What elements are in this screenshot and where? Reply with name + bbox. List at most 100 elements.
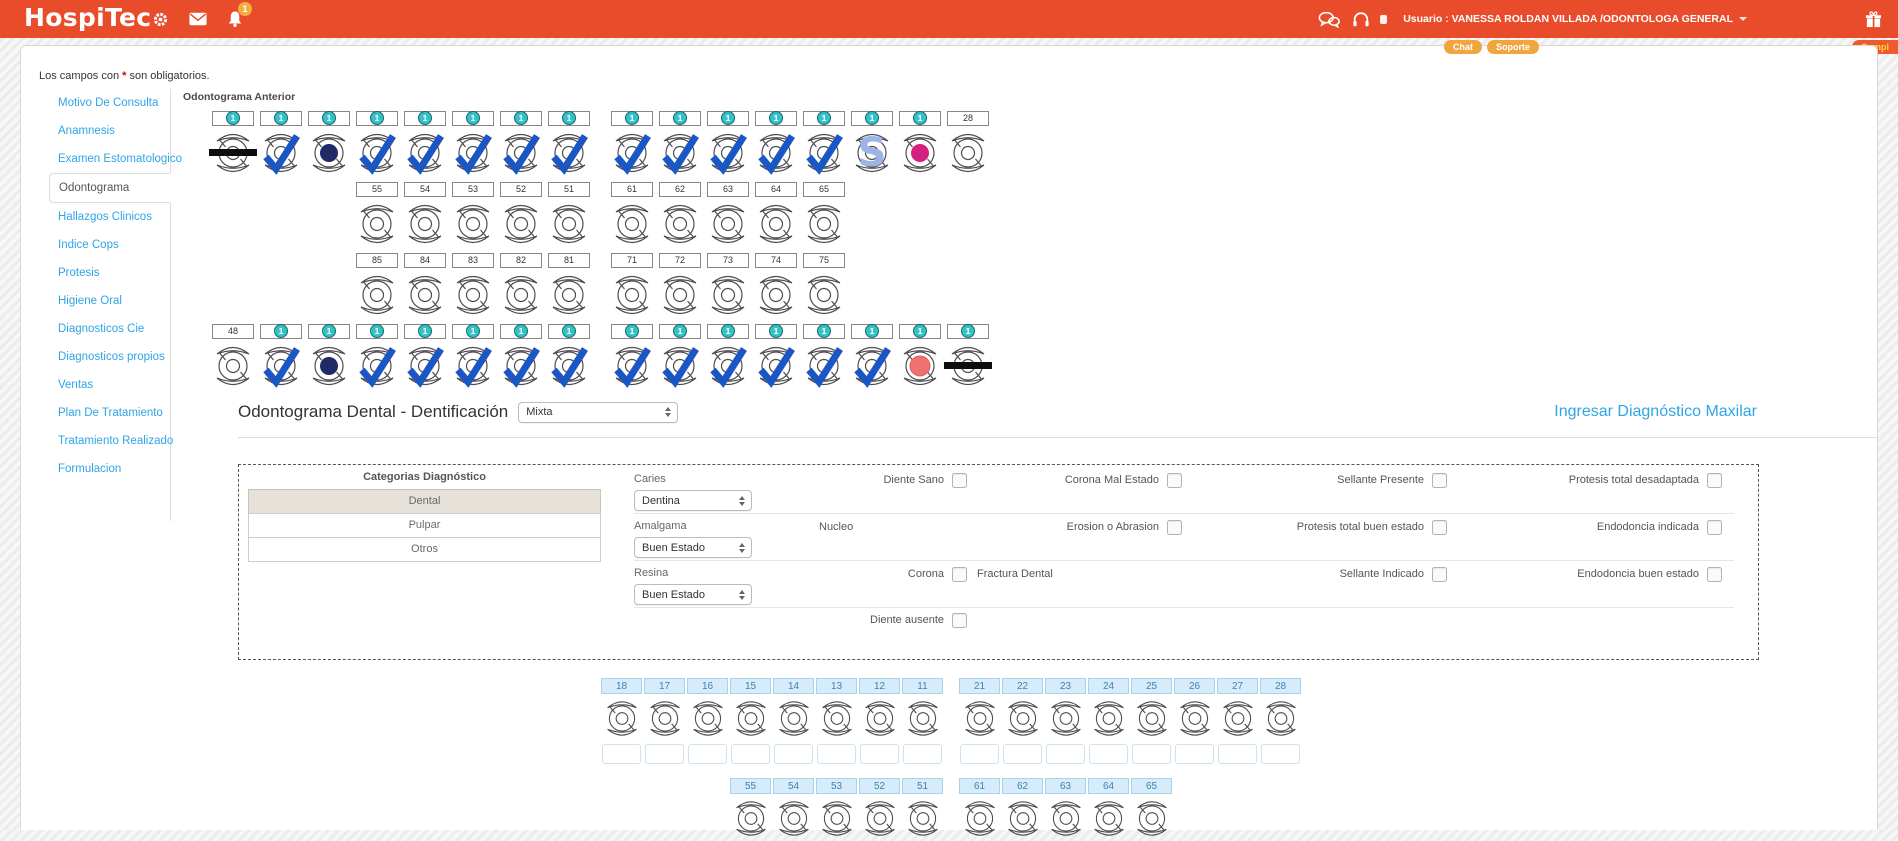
tooth-surface[interactable] [754,270,798,320]
tooth-column[interactable]: 14 [773,678,814,764]
sellante-indicado-checkbox[interactable] [1432,567,1447,582]
tooth-surface[interactable] [451,270,495,320]
user-menu[interactable]: Usuario : VANESSA ROLDAN VILLADA /ODONTO… [1403,13,1747,25]
tooth[interactable]: 1 [610,324,654,391]
tooth[interactable]: 1 [547,111,591,178]
tooth-surface[interactable] [754,199,798,249]
tooth-surface[interactable] [307,341,351,391]
tooth-column[interactable]: 22 [1002,678,1043,764]
tooth-surface[interactable] [403,270,447,320]
tooth-column[interactable]: 21 [959,678,1000,764]
tooth[interactable]: 1 [307,324,351,391]
tooth[interactable]: 1 [451,324,495,391]
tooth-column[interactable]: 18 [601,678,642,764]
tooth[interactable]: 1 [610,111,654,178]
sidebar-item-diagnosticos-propios[interactable]: Diagnosticos propios [58,351,165,363]
tooth-surface[interactable] [850,341,894,391]
tooth-note-input[interactable] [731,744,770,764]
tooth-column[interactable]: 52 [859,778,900,841]
tooth-column[interactable]: 26 [1174,678,1215,764]
sidebar-item-tratamiento-realizado[interactable]: Tratamiento Realizado [58,435,174,447]
tooth-surface[interactable] [610,199,654,249]
resina-select[interactable]: Buen Estado [634,584,752,605]
tooth[interactable]: 51 [547,182,591,249]
tooth[interactable]: 1 [658,324,702,391]
tooth-surface[interactable] [209,128,257,178]
tooth[interactable]: 1 [307,111,351,178]
tooth[interactable]: 1 [802,324,846,391]
tooth[interactable]: 53 [451,182,495,249]
tooth-column[interactable]: 12 [859,678,900,764]
tooth-column[interactable]: 24 [1088,678,1129,764]
tooth-surface[interactable] [610,341,654,391]
tooth[interactable]: 82 [499,253,543,320]
tooth[interactable]: 1 [850,324,894,391]
gift-icon[interactable] [1865,10,1882,28]
tooth-column[interactable]: 11 [902,678,943,764]
tooth-note-input[interactable] [1003,744,1042,764]
diente-sano-checkbox[interactable] [952,473,967,488]
envelope-icon[interactable] [189,12,207,26]
bell-icon[interactable]: 1 [227,2,252,28]
endodoncia-buen-estado-checkbox[interactable] [1707,567,1722,582]
tooth-surface[interactable] [451,128,495,178]
sidebar-item-odontograma[interactable]: Odontograma [49,173,171,203]
tooth[interactable]: 75 [802,253,846,320]
tooth[interactable]: 1 [944,324,992,391]
tooth-note-input[interactable] [645,744,684,764]
category-pulpar[interactable]: Pulpar [248,513,601,538]
tooth[interactable]: 1 [355,324,399,391]
tooth-surface[interactable] [706,128,750,178]
tooth-note-input[interactable] [960,744,999,764]
tooth-surface[interactable] [547,128,591,178]
sidebar-item-hallazgos-clinicos[interactable]: Hallazgos Clinicos [58,211,152,223]
tooth-column[interactable]: 53 [816,778,857,841]
tooth[interactable]: 1 [209,111,257,178]
tooth[interactable]: 1 [259,111,303,178]
tooth[interactable]: 1 [898,111,942,178]
gear-icon[interactable] [152,11,169,28]
tooth[interactable]: 83 [451,253,495,320]
protesis-total-desadaptada-checkbox[interactable] [1707,473,1722,488]
tooth-surface[interactable] [403,341,447,391]
category-dental[interactable]: Dental [248,489,601,514]
corona-mal-estado-checkbox[interactable] [1167,473,1182,488]
tooth-note-input[interactable] [1046,744,1085,764]
tooth-column[interactable]: 23 [1045,678,1086,764]
tooth-surface[interactable] [355,341,399,391]
tooth-surface[interactable] [610,128,654,178]
tooth-surface[interactable] [946,128,990,178]
endodoncia-indicada-checkbox[interactable] [1707,520,1722,535]
tooth[interactable]: 1 [706,111,750,178]
caries-select[interactable]: Dentina [634,490,752,511]
tooth-note-input[interactable] [1218,744,1257,764]
sidebar-item-examen-estomatologico[interactable]: Examen Estomatologico [58,153,183,165]
tooth[interactable]: 48 [211,324,255,391]
tooth[interactable]: 85 [355,253,399,320]
tooth-column[interactable]: 17 [644,678,685,764]
sidebar-item-formulacion[interactable]: Formulacion [58,463,122,475]
tooth-column[interactable]: 61 [959,778,1000,841]
tooth[interactable]: 1 [802,111,846,178]
tooth-surface[interactable] [547,341,591,391]
tooth[interactable]: 1 [754,324,798,391]
tooth-column[interactable]: 13 [816,678,857,764]
tooth-column[interactable]: 25 [1131,678,1172,764]
tooth[interactable]: 52 [499,182,543,249]
tooth-surface[interactable] [610,270,654,320]
tooth-note-input[interactable] [774,744,813,764]
tooth-surface[interactable] [355,199,399,249]
sidebar-item-higiene-oral[interactable]: Higiene Oral [58,295,122,307]
tooth[interactable]: 84 [403,253,447,320]
sidebar-item-anamnesis[interactable]: Anamnesis [58,125,115,137]
tooth-surface[interactable] [944,341,992,391]
tooth-surface[interactable] [706,341,750,391]
tooth[interactable]: 74 [754,253,798,320]
tooth-surface[interactable] [547,199,591,249]
tooth-surface[interactable] [547,270,591,320]
tooth-note-input[interactable] [817,744,856,764]
soporte-pill[interactable]: Soporte [1487,40,1540,54]
tooth-surface[interactable] [802,341,846,391]
corona-checkbox[interactable] [952,567,967,582]
